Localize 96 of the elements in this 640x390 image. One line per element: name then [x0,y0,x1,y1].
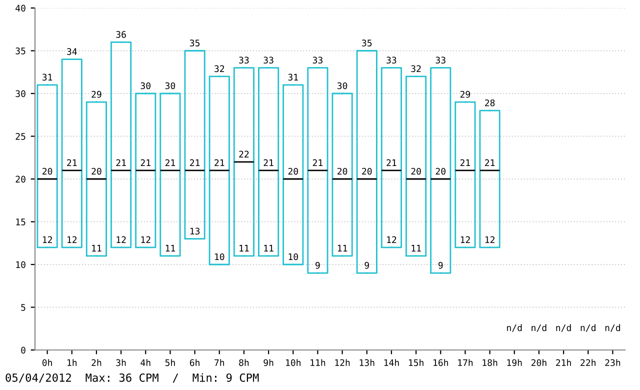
annotation: 20 [92,168,102,175]
x-tick-label: 0h [42,359,52,366]
annotation: 21 [165,159,176,166]
x-tick-label: 19h [507,359,522,366]
y-tick-label: 20 [16,176,26,183]
x-tick-label: 16h [434,359,448,366]
annotation: 35 [190,40,200,46]
x-tick-label: 9h [264,359,274,366]
annotation: n/d [507,324,522,332]
annotation: 34 [67,48,77,55]
annotation: 9 [364,262,369,269]
annotation: 11 [412,244,421,252]
annotation: 36 [116,31,126,38]
annotation: 21 [485,159,495,166]
annotation: 13 [190,228,200,235]
x-tick-label: 14h [384,359,399,366]
annotation: 32 [214,65,224,72]
annotation: 30 [140,82,150,90]
annotation: 20 [42,168,52,175]
annotation: n/d [532,324,546,332]
annotation: 35 [362,40,372,46]
annotation: 21 [190,159,200,166]
annotation: 11 [264,244,274,252]
y-tick-label: 35 [16,48,26,54]
annotation: 20 [436,168,446,175]
annotation: 29 [460,90,470,98]
y-tick-label: 30 [16,90,26,98]
x-tick-label: 2h [92,359,102,366]
text: 05/04/2012 Max: 36 CPM / Min: 9 CPM [6,373,259,383]
annotation: 32 [411,65,421,72]
annotation: 9 [438,262,443,269]
annotation: 10 [288,253,298,260]
annotation: 33 [436,56,446,64]
annotation: 33 [264,56,274,64]
annotation: 21 [460,159,470,166]
x-tick-label: 15h [408,359,424,366]
annotation: 12 [141,236,150,243]
annotation: 20 [338,168,348,175]
x-tick-label: 10h [286,359,300,366]
annotation: 21 [214,159,224,166]
annotation: n/d [580,324,596,332]
annotation: 21 [386,159,396,166]
annotation: 10 [215,253,224,260]
x-tick-label: 6h [190,359,200,366]
x-tick-label: 18h [482,359,498,366]
y-tick-label: 10 [16,261,26,268]
y-tick-label: 40 [16,4,26,12]
x-tick-label: 4h [140,359,150,366]
annotation: 11 [92,244,102,252]
x-tick-label: 20h [531,359,546,366]
annotation: 12 [387,236,396,243]
x-tick-label: 3h [116,359,126,366]
annotation: 11 [166,244,176,252]
annotation: 33 [386,56,396,64]
x-tick-label: 11h [310,359,326,366]
annotation: 30 [165,82,176,90]
y-tick-label: 5 [21,304,26,311]
annotation: 12 [116,236,126,243]
annotation: 12 [485,236,494,243]
annotation: 21 [67,159,77,166]
y-tick-label: 25 [16,133,26,140]
annotation: 12 [68,236,77,243]
x-tick-label: 1h [68,359,77,366]
annotation: 22 [239,150,249,158]
annotation: 11 [240,244,249,252]
annotation: 33 [312,56,322,64]
annotation: 21 [116,159,126,166]
annotation: 21 [264,159,274,166]
annotation: 9 [316,262,320,269]
annotation: 20 [288,168,298,175]
x-tick-label: 12h [335,359,350,366]
x-tick-label: 23h [605,359,620,366]
annotation: 33 [239,56,249,64]
x-tick-label: 21h [556,359,571,366]
annotation: 21 [140,159,150,166]
x-tick-label: 17h [458,359,473,366]
y-tick-label: 0 [21,346,26,354]
annotation: n/d [605,324,620,332]
annotation: 20 [362,168,372,175]
x-tick-label: 8h [239,359,249,366]
y-tick-label: 15 [16,218,26,226]
annotation: 12 [460,236,470,243]
annotation: 31 [42,74,52,81]
annotation: 21 [312,159,323,166]
annotation: 29 [92,90,102,98]
annotation: 20 [411,168,421,175]
x-tick-label: 13h [360,359,374,366]
annotation: 31 [288,74,298,81]
x-tick-label: 7h [214,359,224,366]
x-tick-label: 5h [165,359,175,366]
annotation: 30 [337,82,348,90]
x-tick-label: 22h [580,359,596,366]
annotation: n/d [556,324,571,332]
annotation: 12 [42,236,52,243]
annotation: 11 [338,244,348,252]
annotation: 28 [485,99,495,106]
